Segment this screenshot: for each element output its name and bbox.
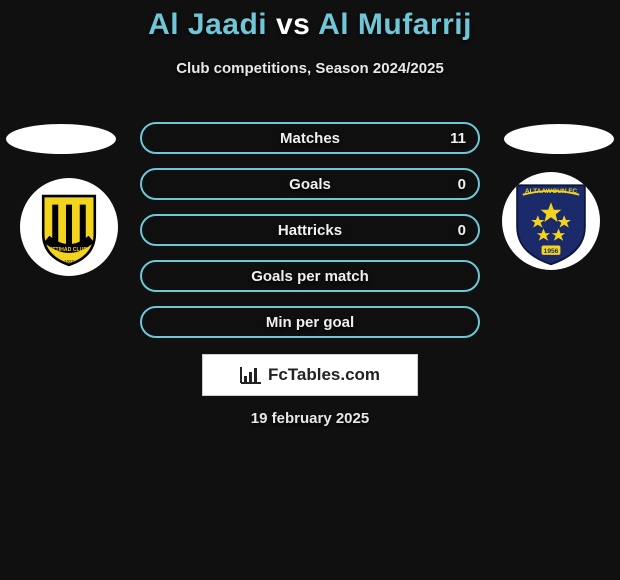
stats-panel: Matches 11 Goals 0 Hattricks 0 Goals per…	[140, 122, 480, 352]
vs-separator: vs	[276, 8, 310, 41]
player1-photo-placeholder	[6, 124, 116, 154]
stat-label: Min per goal	[266, 314, 354, 331]
stat-row-matches: Matches 11	[140, 122, 480, 154]
stat-label: Goals per match	[251, 268, 369, 285]
bar-chart-icon	[240, 366, 262, 384]
brand-watermark: FcTables.com	[202, 354, 418, 396]
ittihad-crest-icon: ITTIHAD CLUB 1927	[26, 184, 112, 270]
svg-text:1956: 1956	[544, 248, 559, 255]
player2-photo-placeholder	[504, 124, 614, 154]
stat-label: Matches	[280, 130, 340, 147]
player2-name: Al Mufarrij	[318, 8, 472, 41]
stat-right-value: 11	[450, 124, 466, 152]
comparison-subtitle: Club competitions, Season 2024/2025	[0, 60, 620, 77]
stat-row-min-per-goal: Min per goal	[140, 306, 480, 338]
stat-right-value: 0	[458, 216, 466, 244]
club-badge-left: ITTIHAD CLUB 1927	[20, 178, 118, 276]
stat-row-hattricks: Hattricks 0	[140, 214, 480, 246]
comparison-title: Al Jaadi vs Al Mufarrij	[0, 0, 620, 42]
stat-right-value: 0	[458, 170, 466, 198]
stat-row-goals: Goals 0	[140, 168, 480, 200]
svg-text:ALTAAWOUN FC: ALTAAWOUN FC	[525, 188, 578, 195]
stat-label: Goals	[289, 176, 331, 193]
svg-text:ITTIHAD CLUB: ITTIHAD CLUB	[51, 247, 87, 253]
comparison-date: 19 february 2025	[0, 410, 620, 427]
player1-name: Al Jaadi	[148, 8, 267, 41]
brand-text: FcTables.com	[268, 365, 380, 385]
svg-text:1927: 1927	[64, 259, 74, 264]
stat-row-goals-per-match: Goals per match	[140, 260, 480, 292]
altaawoun-crest-icon: ALTAAWOUN FC 1956	[504, 174, 598, 268]
stat-label: Hattricks	[278, 222, 342, 239]
club-badge-right: ALTAAWOUN FC 1956	[502, 172, 600, 270]
